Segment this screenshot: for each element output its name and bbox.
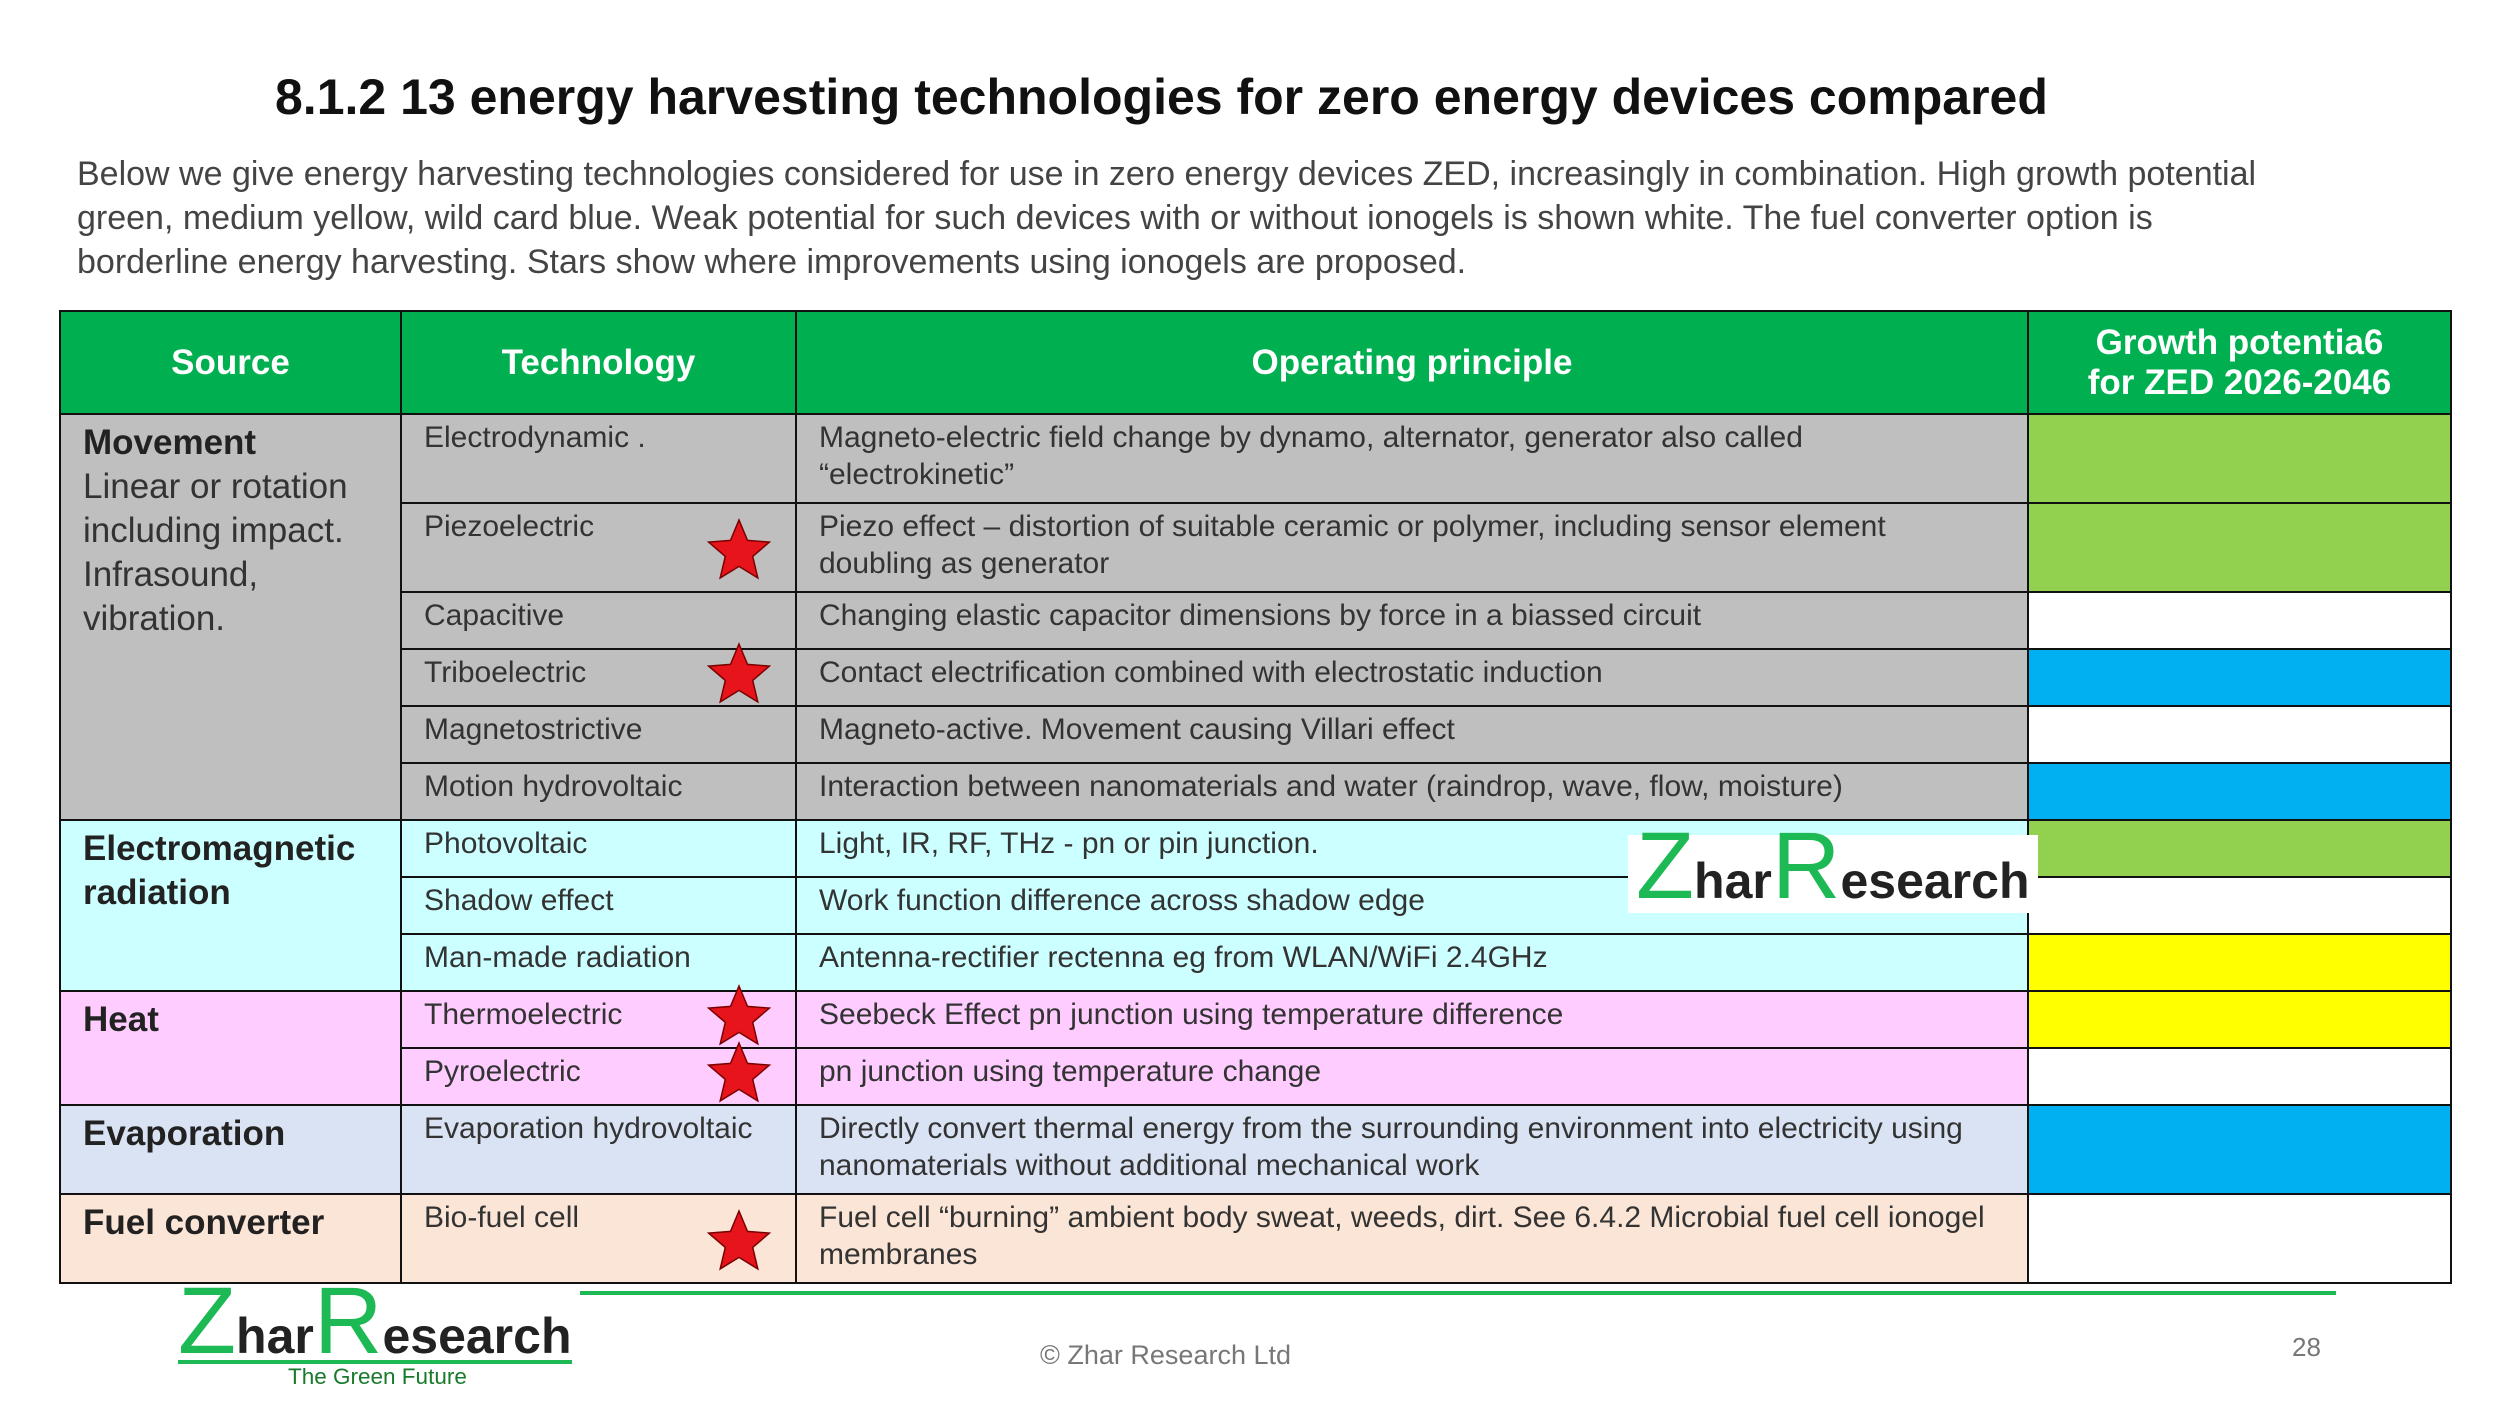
star: [706, 1041, 772, 1103]
potential-cell: [2027, 1193, 2452, 1284]
source-cell: Movement Linear or rotation including imp…: [59, 413, 402, 821]
technology-cell: Motion hydrovoltaic: [400, 762, 797, 821]
footer-logo: ZharResearch The Green Future: [170, 1274, 580, 1394]
logo-part: har: [236, 1308, 314, 1364]
header-cell: Source: [59, 310, 402, 415]
potential-cell: [2027, 819, 2452, 878]
logo-text: ZharResearch: [1636, 819, 2030, 914]
source-name: Evaporation: [83, 1114, 286, 1153]
star: [706, 1209, 772, 1271]
star: [706, 518, 772, 580]
header-text: Operating principle: [1251, 342, 1573, 382]
page-number: 28: [2292, 1332, 2321, 1362]
source-cell: Fuel converter: [59, 1193, 402, 1284]
footer-rule: [173, 1291, 2336, 1295]
potential-cell: [2027, 648, 2452, 707]
intro-line: Below we give energy harvesting technolo…: [77, 155, 2257, 193]
logo-rule: [178, 1360, 572, 1364]
header-text: Growth potentia6: [2095, 322, 2384, 362]
star-icon: [706, 642, 772, 704]
source-name: Movement: [83, 423, 257, 462]
potential-cell: [2027, 990, 2452, 1049]
potential-cell: [2027, 591, 2452, 650]
star: [706, 984, 772, 1046]
star-icon: [706, 984, 772, 1046]
potential-cell: [2027, 413, 2452, 504]
source-name: Electromagnetic radiation: [83, 829, 356, 912]
slide-title: 8.1.2 13 energy harvesting technologies …: [275, 69, 2048, 125]
potential-cell: [2027, 1047, 2452, 1106]
header-text: Source: [171, 342, 290, 382]
principle-cell: Contact electrification combined with el…: [795, 648, 2029, 707]
source-description: Linear or rotation including impact. Inf…: [83, 467, 348, 638]
technology-cell: Man-made radiation: [400, 933, 797, 992]
logo-part: R: [313, 1268, 383, 1374]
technology-cell: Evaporation hydrovoltaic: [400, 1104, 797, 1195]
technology-cell: Photovoltaic: [400, 819, 797, 878]
source-name: Heat: [83, 1000, 159, 1039]
logo-part: R: [1771, 813, 1841, 919]
potential-cell: [2027, 502, 2452, 593]
principle-cell: Piezo effect – distortion of suitable ce…: [795, 502, 2029, 593]
logo-text: ZharResearch: [178, 1274, 572, 1369]
star-icon: [706, 1209, 772, 1271]
intro-text: Below we give energy harvesting technolo…: [77, 152, 2256, 284]
principle-cell: pn junction using temperature change: [795, 1047, 2029, 1106]
technology-cell: Electrodynamic .: [400, 413, 797, 504]
technology-cell: Shadow effect: [400, 876, 797, 935]
source-cell: Heat: [59, 990, 402, 1106]
logo-part: Z: [178, 1268, 237, 1374]
star-icon: [706, 1041, 772, 1103]
potential-cell: [2027, 762, 2452, 821]
principle-cell: Seebeck Effect pn junction using tempera…: [795, 990, 2029, 1049]
logo-part: har: [1694, 853, 1772, 909]
principle-cell: Antenna-rectifier rectenna eg from WLAN/…: [795, 933, 2029, 992]
principle-cell: Magneto-electric field change by dynamo,…: [795, 413, 2029, 504]
potential-cell: [2027, 1104, 2452, 1195]
header-text: Technology: [501, 342, 696, 382]
potential-cell: [2027, 876, 2452, 935]
principle-cell: Work function difference across shadow e…: [795, 876, 2029, 935]
principle-cell: Changing elastic capacitor dimensions by…: [795, 591, 2029, 650]
header-lines: Growth potentia6 for ZED 2026-2046: [2088, 323, 2391, 403]
source-cell: Evaporation: [59, 1104, 402, 1195]
technology-cell: Capacitive: [400, 591, 797, 650]
logo-part: Z: [1636, 813, 1695, 919]
copyright: © Zhar Research Ltd: [1040, 1340, 1292, 1370]
intro-line: green, medium yellow, wild card blue. We…: [77, 199, 2153, 237]
principle-cell: Directly convert thermal energy from the…: [795, 1104, 2029, 1195]
star-icon: [706, 518, 772, 580]
technology-cell: Magnetostrictive: [400, 705, 797, 764]
logo-tagline: The Green Future: [288, 1364, 467, 1389]
logo-part: esearch: [382, 1308, 572, 1364]
watermark-logo: ZharResearch: [1628, 819, 2038, 914]
principle-cell: Interaction between nanomaterials and wa…: [795, 762, 2029, 821]
principle-cell: Fuel cell “burning” ambient body sweat, …: [795, 1193, 2029, 1284]
potential-cell: [2027, 933, 2452, 992]
header-cell: Growth potentia6 for ZED 2026-2046: [2027, 310, 2452, 415]
star: [706, 642, 772, 704]
header-cell: Technology: [400, 310, 797, 415]
intro-line: borderline energy harvesting. Stars show…: [77, 243, 1467, 281]
potential-cell: [2027, 705, 2452, 764]
principle-cell: Magneto-active. Movement causing Villari…: [795, 705, 2029, 764]
header-text: for ZED 2026-2046: [2087, 362, 2392, 402]
source-cell: Electromagnetic radiation: [59, 819, 402, 992]
source-name: Fuel converter: [83, 1203, 325, 1242]
header-cell: Operating principle: [795, 310, 2029, 415]
logo-part: esearch: [1840, 853, 2030, 909]
